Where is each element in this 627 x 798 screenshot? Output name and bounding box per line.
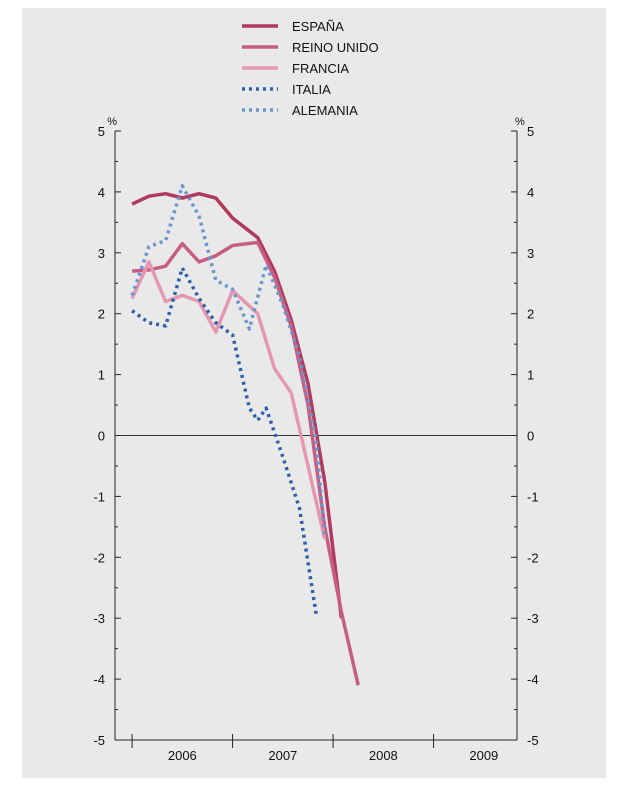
y-tick-label-right: 5: [527, 124, 534, 139]
y-tick-label-right: -2: [527, 550, 539, 565]
chart-panel: ESPAÑA REINO UNIDO FRANCIA ITALIA ALEMANIA 5…: [22, 8, 606, 778]
series-line-reino-unido: [131, 240, 360, 686]
y-tick-label-left: -4: [93, 672, 105, 687]
y-tick-label-left: -2: [93, 550, 105, 565]
legend: ESPAÑA REINO UNIDO FRANCIA ITALIA ALEMANIA: [242, 19, 379, 118]
x-tick-label: 2009: [469, 748, 498, 763]
y-tick-label-left: 2: [98, 307, 105, 322]
legend-label: REINO UNIDO: [292, 40, 379, 55]
y-tick-label-left: 4: [98, 185, 105, 200]
series-line-italia: [131, 266, 319, 616]
x-tick-label: 2008: [369, 748, 398, 763]
y-tick-label-left: 0: [98, 429, 105, 444]
x-tick-label: 2006: [168, 748, 197, 763]
legend-label: ITALIA: [292, 82, 331, 97]
legend-label: ALEMANIA: [292, 103, 358, 118]
axes: 5 5 4 4 3 3 2 2 1 1 0 0 -1 -1 -2 -2 -3 -3 -4 -4 -5 -5% % 2006 20…: [93, 116, 538, 763]
y-tick-label-left: 1: [98, 368, 105, 383]
y-tick-label-left: 3: [98, 246, 105, 261]
series-line-francia: [130, 260, 327, 540]
series-line-alemania: [130, 184, 327, 537]
y-tick-label-right: 2: [527, 307, 534, 322]
y-tick-label-right: 3: [527, 246, 534, 261]
y-tick-label-right: 4: [527, 185, 534, 200]
y-tick-label-right: -3: [527, 611, 539, 626]
x-tick-label: 2007: [268, 748, 297, 763]
y-tick-label-left: -1: [93, 489, 105, 504]
legend-label: ESPAÑA: [292, 19, 344, 34]
legend-label: FRANCIA: [292, 61, 349, 76]
y-tick-label-left: -3: [93, 611, 105, 626]
line-chart: ESPAÑA REINO UNIDO FRANCIA ITALIA ALEMANIA 5…: [93, 19, 538, 763]
y-unit-left: %: [107, 116, 117, 128]
y-tick-label-right: 0: [527, 429, 534, 444]
y-tick-label-right: -4: [527, 672, 539, 687]
y-tick-label-right: -1: [527, 489, 539, 504]
series-lines: [130, 184, 360, 686]
y-tick-label-left: 5: [98, 124, 105, 139]
y-tick-label-right: 1: [527, 368, 534, 383]
y-tick-label-right: -5: [527, 733, 539, 748]
series-line-españa: [131, 191, 344, 619]
y-tick-label-left: -5: [93, 733, 105, 748]
y-unit-right: %: [515, 116, 525, 128]
